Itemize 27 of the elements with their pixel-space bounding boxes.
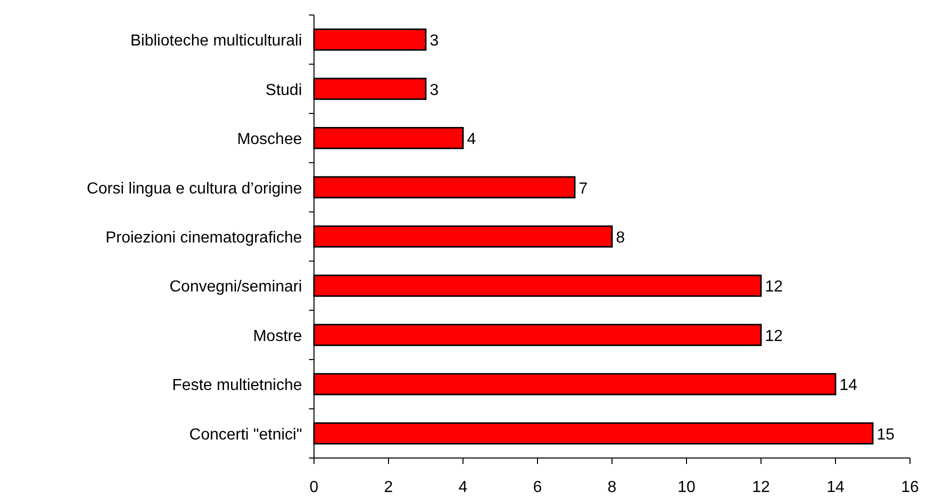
data-label: 3 [430,82,439,99]
data-label: 7 [578,180,588,198]
y-tick-label: Studi [266,82,302,99]
data-label: 4 [467,131,476,148]
y-tick-label: Corsi lingua e cultura d’origine [86,180,302,198]
x-tick-label: 10 [678,479,696,496]
y-tick-label: Proiezioni cinematografiche [105,230,302,246]
y-tick-label: Biblioteche multiculturali [130,32,302,50]
x-tick-label: 14 [826,479,844,496]
y-tick-label: Mostre [253,328,302,345]
data-label: 3 [430,32,439,50]
x-tick-label: 0 [310,479,319,496]
x-tick-label: 4 [458,479,468,496]
x-tick-label: 8 [608,479,617,496]
x-tick-label: 2 [384,479,394,496]
data-label: 15 [876,426,895,444]
y-tick-label: Convegni/seminari [169,278,302,296]
data-label: 14 [840,377,858,394]
x-tick-label: 16 [901,479,919,496]
data-label: 12 [765,328,783,345]
y-tick-label: Feste multietniche [172,377,302,394]
data-label: 12 [765,278,783,296]
x-tick-label: 6 [533,479,542,496]
y-tick-label: Moschee [237,131,302,148]
y-tick-label: Concerti "etnici" [189,426,302,444]
x-tick-label: 12 [752,479,770,496]
data-label: 8 [616,230,625,246]
